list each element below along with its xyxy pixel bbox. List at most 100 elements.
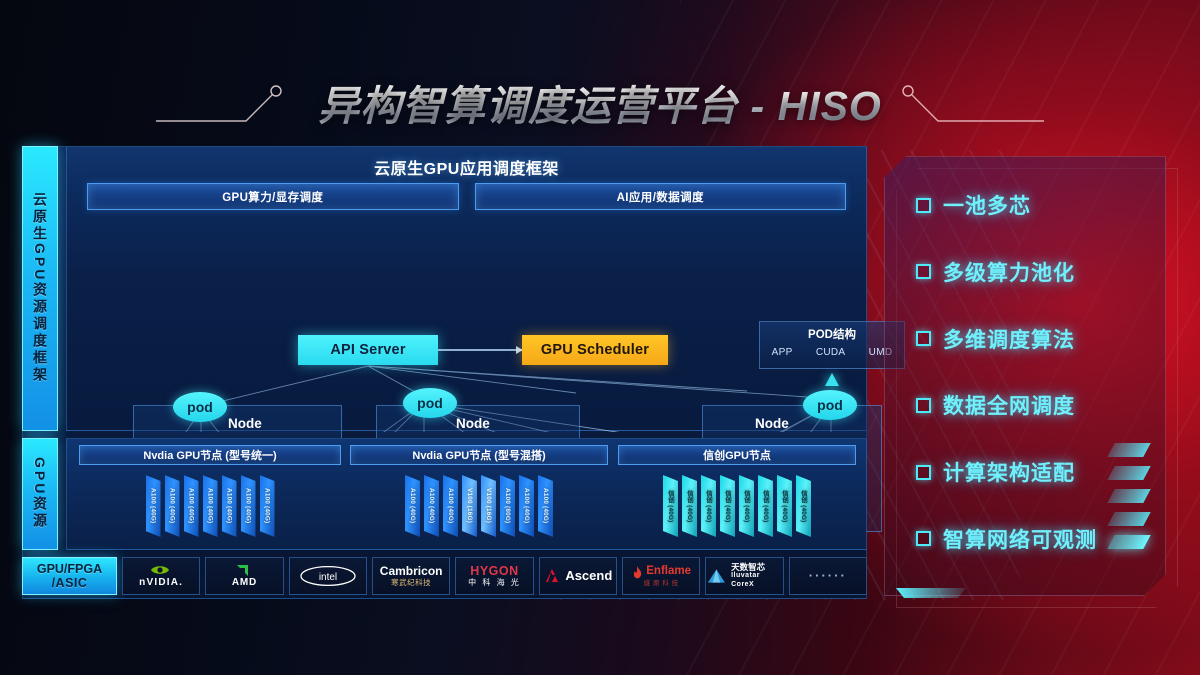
iluvatar-mountain-icon xyxy=(708,569,726,583)
sidebar-tab-gpu-resource[interactable]: GPU资源 xyxy=(22,438,58,550)
gpu-group-domestic: 信创GPU节点 信创 (40G) 信创 (40G) 信创 (40G) 信创 (4… xyxy=(618,445,856,545)
vendor-more[interactable]: ······ xyxy=(788,557,867,595)
sidebar-tab-gpu-resource-label: GPU资源 xyxy=(32,457,48,531)
feature-item-2-label: 多级算力池化 xyxy=(943,261,1075,285)
gpu-card-label: V100 (16G) xyxy=(485,488,492,524)
node-1-pod[interactable]: pod xyxy=(173,392,227,422)
gpu-card-label: 信创 (40G) xyxy=(743,489,750,523)
node-2-pod[interactable]: pod xyxy=(403,388,457,418)
node-2-label: Node xyxy=(456,416,490,431)
feature-item-2[interactable]: 多级算力池化 xyxy=(916,257,1166,287)
vendor-iluvatar-sublabel: Iluvatar CoreX xyxy=(731,572,761,588)
gpu-group-2-header[interactable]: Nvdia GPU节点 (型号混搭) xyxy=(350,445,608,465)
capability-bar-ai[interactable]: AI应用/数据调度 xyxy=(474,183,846,210)
feature-item-6[interactable]: 智算网络可观测 xyxy=(916,524,1166,554)
feature-item-1-label: 一池多芯 xyxy=(943,195,1031,218)
amd-arrow-icon xyxy=(236,565,248,577)
feature-item-6-label: 智算网络可观测 xyxy=(943,528,1097,552)
gpu-card[interactable]: A100 (40G) xyxy=(203,475,218,537)
enflame-flame-icon xyxy=(634,565,642,578)
pod-structure-box: POD结构 APP CUDA UMD xyxy=(759,321,905,369)
gpu-card-label: A100 (40G) xyxy=(542,488,549,524)
gpu-card[interactable]: 信创 (40G) xyxy=(796,475,811,537)
checkbox-icon xyxy=(916,264,931,280)
checkbox-icon xyxy=(916,197,931,213)
pod-structure-layers: APP CUDA UMD xyxy=(760,347,904,358)
gpu-card[interactable]: A100 (40G) xyxy=(424,475,439,537)
gpu-card[interactable]: A100 (40G) xyxy=(165,475,180,537)
vendor-ascend-label: Ascend xyxy=(565,567,613,583)
vendor-hygon-label: HYGON xyxy=(470,564,519,579)
gpu-card[interactable]: A100 (40G) xyxy=(405,475,420,537)
gpu-card-label: A100 (40G) xyxy=(523,488,530,524)
gpu-card-label: 信创 (40G) xyxy=(781,489,788,523)
vendor-nvidia-label: nVIDIA. xyxy=(139,577,184,589)
api-server-node[interactable]: API Server xyxy=(298,335,438,365)
vendor-iluvatar[interactable]: 天数智芯 Iluvatar CoreX xyxy=(705,557,784,595)
feature-item-5[interactable]: 计算架构适配 xyxy=(916,457,1166,487)
node-3-pod[interactable]: pod xyxy=(803,390,857,420)
vendor-amd-label: AMD xyxy=(231,577,258,589)
gpu-card-label: 信创 (40G) xyxy=(705,489,712,523)
gpu-card[interactable]: A100 (80G) xyxy=(500,475,515,537)
vendor-nvidia[interactable]: nVIDIA. xyxy=(122,557,201,595)
gpu-card[interactable]: A100 (40G) xyxy=(260,475,275,537)
gpu-group-1-header[interactable]: Nvdia GPU节点 (型号统一) xyxy=(79,445,341,465)
sidebar-tab-framework-label: 云原生GPU资源调度框架 xyxy=(32,192,48,385)
gpu-card-label: A100 (80G) xyxy=(504,488,511,524)
gpu-card[interactable]: 信创 (40G) xyxy=(777,475,792,537)
gpu-card[interactable]: 信创 (40G) xyxy=(758,475,773,537)
sidebar-tab-framework[interactable]: 云原生GPU资源调度框架 xyxy=(22,146,58,431)
gpu-card[interactable]: 信创 (40G) xyxy=(739,475,754,537)
gpu-group-2-rack: A100 (40G) A100 (40G) A100 (40G) V100 (1… xyxy=(350,475,608,541)
gpu-card[interactable]: A100 (40G) xyxy=(538,475,553,537)
gpu-card-label: A100 (40G) xyxy=(409,488,416,524)
gpu-group-3-rack: 信创 (40G) 信创 (40G) 信创 (40G) 信创 (40G) 信创 (… xyxy=(618,475,856,541)
gpu-card-label: 信创 (40G) xyxy=(762,489,769,523)
gpu-card-label: A100 (40G) xyxy=(428,488,435,524)
vendor-amd[interactable]: AMD xyxy=(205,557,284,595)
gpu-card[interactable]: A100 (40G) xyxy=(222,475,237,537)
vendor-intel[interactable]: intel xyxy=(288,557,367,595)
gpu-card[interactable]: V100 (16G) xyxy=(481,475,496,537)
gpu-resource-section: Nvdia GPU节点 (型号统一) A100 (40G) A100 (40G)… xyxy=(66,438,867,550)
vendor-cambricon[interactable]: Cambricon 寒武纪科技 xyxy=(371,557,451,595)
gpu-card-label: 信创 (40G) xyxy=(686,489,693,523)
vendor-ascend[interactable]: Ascend xyxy=(538,557,617,595)
gpu-card[interactable]: 信创 (40G) xyxy=(682,475,697,537)
gpu-card-label: A100 (40G) xyxy=(187,488,195,524)
feature-item-1[interactable]: 一池多芯 xyxy=(916,190,1166,220)
svg-text:intel: intel xyxy=(319,572,337,583)
gpu-card-label: A100 (40G) xyxy=(447,488,454,524)
gpu-card[interactable]: A100 (40G) xyxy=(241,475,256,537)
feature-item-4-label: 数据全网调度 xyxy=(943,395,1075,419)
nvidia-eye-icon xyxy=(150,566,169,574)
gpu-card-label: A100 (40G) xyxy=(244,488,252,524)
capability-bar-compute[interactable]: GPU算力/显存调度 xyxy=(87,183,459,210)
gpu-card[interactable]: A100 (40G) xyxy=(146,475,161,537)
gpu-group-3-header[interactable]: 信创GPU节点 xyxy=(618,445,856,465)
gpu-card[interactable]: 信创 (40G) xyxy=(701,475,716,537)
pod-structure-arrow-icon xyxy=(825,373,839,386)
vendor-enflame[interactable]: Enflame 燧 原 科 技 xyxy=(621,557,701,595)
gpu-card[interactable]: A100 (40G) xyxy=(443,475,458,537)
architecture-panel: 云原生GPU资源调度框架 GPU资源 云原生GPU应用调度框架 GPU算力/显存… xyxy=(22,146,905,599)
gpu-card[interactable]: A100 (40G) xyxy=(519,475,534,537)
page-title-block: 异构智算调度运营平台 - HISO xyxy=(0,72,1200,132)
vendor-hygon[interactable]: HYGON 中 科 海 光 xyxy=(455,557,534,595)
cloud-native-section: 云原生GPU应用调度框架 GPU算力/显存调度 AI应用/数据调度 xyxy=(66,146,905,543)
gpu-card[interactable]: V100 (16G) xyxy=(462,475,477,537)
feature-item-4[interactable]: 数据全网调度 xyxy=(916,390,1166,420)
k8s-control-plane: API Server GPU Scheduler POD结构 APP CUDA … xyxy=(111,233,912,543)
gpu-card[interactable]: 信创 (40G) xyxy=(663,475,678,537)
gpu-scheduler-node[interactable]: GPU Scheduler xyxy=(522,335,668,365)
gpu-group-1-rack: A100 (40G) A100 (40G) A100 (40G) A100 (4… xyxy=(79,475,341,541)
gpu-card-label: A100 (40G) xyxy=(168,488,176,524)
gpu-card[interactable]: A100 (40G) xyxy=(184,475,199,537)
feature-item-3[interactable]: 多维调度算法 xyxy=(916,324,1166,354)
api-to-scheduler-connector xyxy=(438,346,523,354)
gpu-card[interactable]: 信创 (40G) xyxy=(720,475,735,537)
vendor-cambricon-sublabel: 寒武纪科技 xyxy=(391,578,432,588)
page-title: 异构智算调度运营平台 - HISO xyxy=(318,72,882,132)
